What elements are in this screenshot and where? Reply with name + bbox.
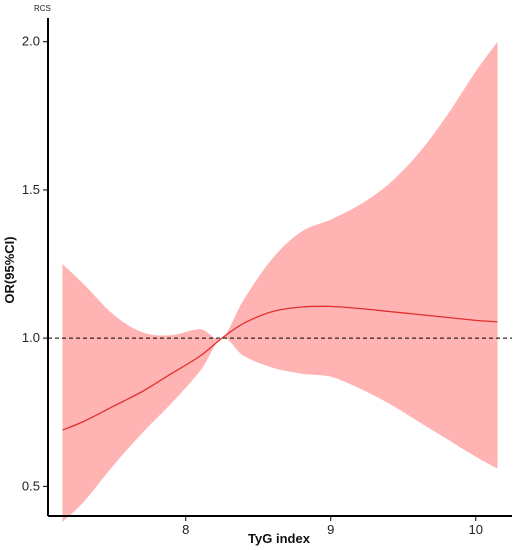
or-curve bbox=[62, 305, 498, 431]
y-tick-label: 1.0 bbox=[22, 330, 40, 345]
y-tick-label: 1.5 bbox=[22, 182, 40, 197]
x-tick-label: 10 bbox=[469, 522, 483, 537]
x-axis-title: TyG index bbox=[248, 531, 311, 546]
chart-title: RCS bbox=[34, 4, 51, 13]
x-tick-label: 8 bbox=[182, 522, 189, 537]
x-tick-label: 9 bbox=[327, 522, 334, 537]
plot-area bbox=[48, 41, 512, 522]
ci-band bbox=[62, 41, 498, 522]
y-axis-title: OR(95%CI) bbox=[2, 236, 17, 303]
y-tick-label: 2.0 bbox=[22, 34, 40, 49]
tick-layer: 0.5 1.0 1.5 2.0 8 9 10 bbox=[22, 34, 483, 537]
y-tick-label: 0.5 bbox=[22, 478, 40, 493]
